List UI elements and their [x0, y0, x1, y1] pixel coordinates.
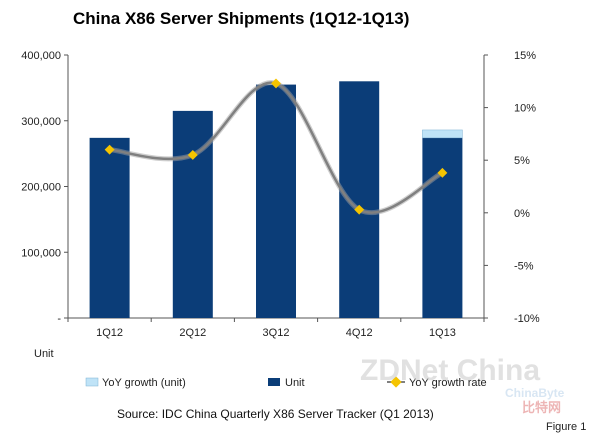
legend-label-unit: Unit [285, 377, 305, 389]
legend: YoY growth (unit) Unit YoY growth rate [85, 376, 487, 389]
x-tick-label: 2Q12 [179, 327, 206, 339]
x-tick-label: 1Q12 [96, 327, 123, 339]
legend-label-growth-rate: YoY growth rate [409, 377, 487, 389]
x-tick-label: 4Q12 [346, 327, 373, 339]
left-tick-label: 400,000 [21, 50, 61, 62]
x-tick-label: 1Q13 [429, 327, 456, 339]
left-tick-label: - [57, 313, 61, 325]
left-tick-label: 200,000 [21, 182, 61, 194]
left-axis-unit-label: Unit [34, 348, 54, 360]
right-tick-label: -10% [514, 313, 540, 325]
watermark-sub1: ChinaByte [505, 386, 565, 400]
growth-point [187, 149, 198, 160]
left-axis-ticks: - 100,000 200,000 300,000 400,000 [21, 50, 68, 325]
growth-point [437, 167, 448, 178]
right-tick-label: 5% [514, 155, 530, 167]
watermark-main: ZDNet China [360, 354, 540, 387]
legend-swatch-unit [268, 378, 280, 386]
chart-title: China X86 Server Shipments (1Q12-1Q13) [73, 9, 409, 28]
watermark: ZDNet China ChinaByte 比特网 [360, 354, 565, 415]
growth-point [354, 204, 365, 215]
watermark-sub2: 比特网 [522, 400, 561, 415]
right-axis-ticks: -10% -5% 0% 5% 10% 15% [484, 50, 540, 325]
growth-line-series [104, 78, 448, 215]
bar-series [89, 81, 463, 319]
figure-label: Figure 1 [546, 421, 586, 433]
yoy-unit-bar [422, 129, 463, 139]
source-note: Source: IDC China Quarterly X86 Server T… [117, 407, 434, 421]
legend-swatch-yoy-unit [85, 377, 99, 387]
right-tick-label: 10% [514, 103, 536, 115]
unit-bar [422, 137, 463, 318]
x-axis-categories: 1Q12 2Q12 3Q12 4Q12 1Q13 [67, 318, 485, 339]
left-tick-label: 100,000 [21, 247, 61, 259]
right-tick-label: 15% [514, 50, 536, 62]
unit-bar [89, 137, 130, 318]
x-tick-label: 3Q12 [263, 327, 290, 339]
legend-label-yoy-unit: YoY growth (unit) [102, 377, 186, 389]
right-tick-label: 0% [514, 208, 530, 220]
unit-bar [256, 84, 296, 319]
legend-marker-growth-rate [390, 376, 402, 388]
growth-point [104, 144, 115, 155]
left-tick-label: 300,000 [21, 116, 61, 128]
right-tick-label: -5% [514, 260, 534, 272]
